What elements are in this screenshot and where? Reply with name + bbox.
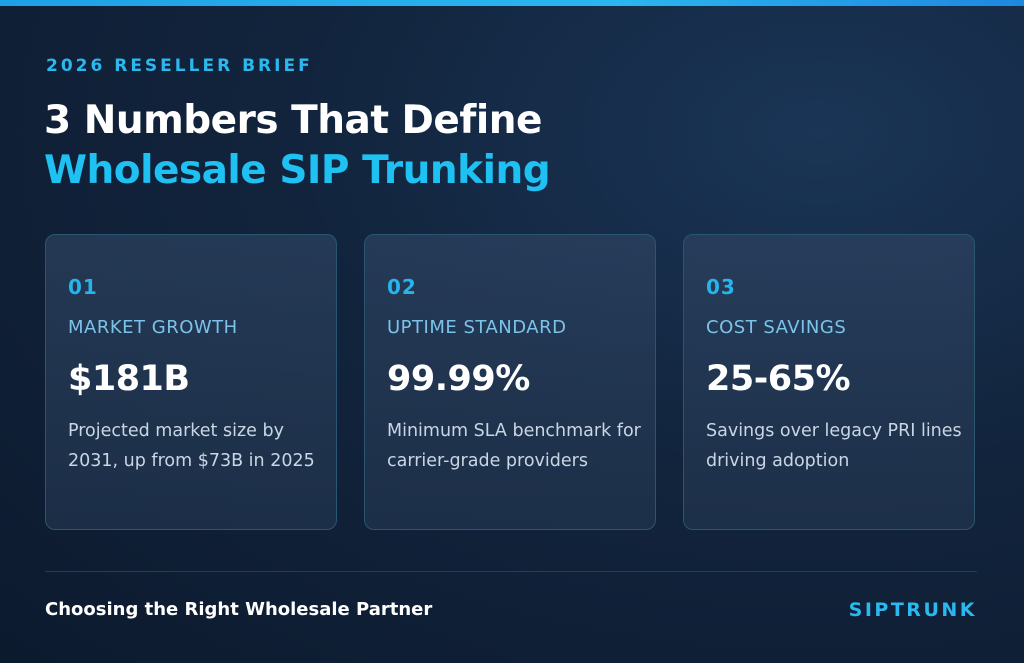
stat-card-uptime-standard: 02 UPTIME STANDARD 99.99% Minimum SLA be…: [364, 234, 656, 530]
title-line-1: 3 Numbers That Define: [44, 98, 542, 143]
card-value: $181B: [68, 359, 190, 399]
brand-logo-text: SIPTRUNK: [848, 599, 977, 621]
card-description: Minimum SLA benchmark for carrier-grade …: [387, 421, 641, 471]
eyebrow-label: 2026 RESELLER BRIEF: [46, 56, 313, 76]
card-label: COST SAVINGS: [706, 317, 847, 338]
card-number: 03: [706, 275, 736, 299]
page-title: 3 Numbers That Define Wholesale SIP Trun…: [44, 96, 551, 196]
card-label: UPTIME STANDARD: [387, 317, 567, 338]
card-number: 02: [387, 275, 417, 299]
card-number: 01: [68, 275, 98, 299]
card-value: 25-65%: [706, 359, 851, 399]
footer-divider: [45, 571, 977, 572]
card-description: Projected market size by 2031, up from $…: [68, 421, 315, 471]
footer-tagline: Choosing the Right Wholesale Partner: [45, 599, 433, 620]
stat-card-cost-savings: 03 COST SAVINGS 25-65% Savings over lega…: [683, 234, 975, 530]
top-accent-bar: [0, 0, 1024, 6]
title-line-2: Wholesale SIP Trunking: [44, 148, 551, 193]
stat-card-market-growth: 01 MARKET GROWTH $181B Projected market …: [45, 234, 337, 530]
card-label: MARKET GROWTH: [68, 317, 238, 338]
stat-cards: 01 MARKET GROWTH $181B Projected market …: [45, 234, 977, 532]
card-description: Savings over legacy PRI lines driving ad…: [706, 421, 962, 471]
card-value: 99.99%: [387, 359, 530, 399]
